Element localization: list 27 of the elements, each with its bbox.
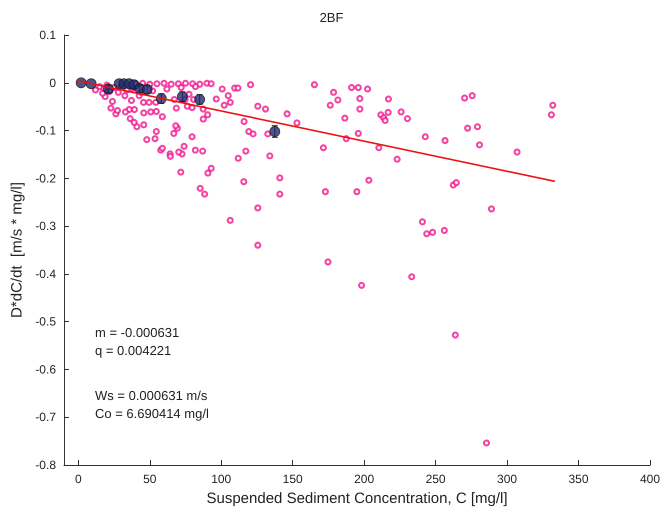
point — [269, 126, 280, 137]
y-tick-label: -0.3 — [35, 219, 56, 234]
chart-title: 2BF — [320, 10, 344, 25]
x-tick-label: 200 — [354, 472, 374, 486]
annotation: Co = 6.690414 mg/l — [95, 406, 209, 421]
y-tick-label: -0.7 — [35, 410, 56, 424]
y-tick-label: -0.6 — [35, 362, 56, 376]
y-axis-title: D*dC/dt [m/s * mg/l] — [8, 182, 26, 318]
x-tick-label: 250 — [426, 472, 446, 486]
x-tick-label: 50 — [143, 472, 157, 486]
y-tick-label: 0 — [49, 76, 56, 90]
y-tick-label: -0.2 — [35, 171, 56, 186]
x-tick-label: 150 — [282, 472, 304, 486]
x-tick-label: 300 — [497, 472, 518, 486]
x-axis-title: Suspended Sediment Concentration, C [mg/l] — [206, 490, 508, 507]
y-tick-label: -0.4 — [35, 266, 56, 281]
annotation: Ws = 0.000631 m/s — [95, 388, 208, 403]
x-tick-label: 400 — [640, 472, 660, 486]
y-tick-label: -0.8 — [35, 458, 56, 472]
y-tick-label: -0.5 — [35, 314, 56, 329]
annotation: q = 0.004221 — [95, 343, 172, 358]
x-tick-label: 0 — [74, 472, 82, 486]
annotation: m = -0.000631 — [95, 325, 180, 340]
x-tick-label: 350 — [568, 472, 589, 486]
y-tick-label: 0.1 — [39, 28, 56, 42]
y-tick-label: -0.1 — [35, 124, 56, 138]
x-tick-label: 100 — [211, 472, 232, 486]
